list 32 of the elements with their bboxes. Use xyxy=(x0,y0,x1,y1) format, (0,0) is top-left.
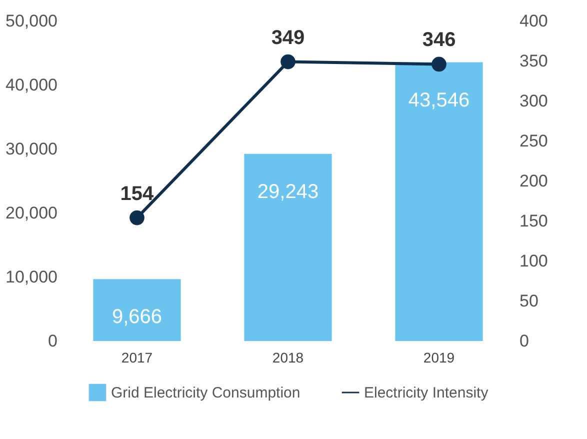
x-tick-label: 2018 xyxy=(272,350,304,366)
point xyxy=(432,56,446,72)
y-tick-label: 50,000 xyxy=(6,12,58,30)
y2-tick-label: 300 xyxy=(520,92,548,110)
data-label: 154 xyxy=(120,182,155,205)
point xyxy=(130,210,144,226)
legend-label: Electricity Intensity xyxy=(364,384,489,402)
y-tick-label: 40,000 xyxy=(6,76,58,94)
data-label: 349 xyxy=(271,26,305,49)
x-tick-label: 2019 xyxy=(423,350,455,366)
y2-tick-label: 150 xyxy=(520,212,548,230)
bar xyxy=(244,154,332,341)
y2-tick-label: 350 xyxy=(520,52,548,70)
y-tick-label: 20,000 xyxy=(6,204,58,222)
y2-tick-label: 0 xyxy=(520,332,529,350)
y2-tick-label: 100 xyxy=(520,252,548,270)
x-tick-label: 2017 xyxy=(121,350,153,366)
bar xyxy=(395,62,483,341)
y2-tick-label: 50 xyxy=(520,292,538,310)
bar xyxy=(93,279,181,341)
y-tick-label: 0 xyxy=(48,332,58,350)
y2-tick-label: 250 xyxy=(520,132,548,150)
data-label: 346 xyxy=(422,29,456,52)
y-tick-label: 10,000 xyxy=(6,268,58,286)
data-label: 43,546 xyxy=(408,89,470,112)
data-label: 9,666 xyxy=(112,306,162,328)
point xyxy=(280,54,296,70)
y-tick-label: 30,000 xyxy=(6,140,58,158)
y2-tick-label: 400 xyxy=(520,12,548,30)
y2-tick-label: 200 xyxy=(520,172,548,190)
data-label: 29,243 xyxy=(257,180,319,203)
legend-label: Grid Electricity Consumption xyxy=(111,384,300,402)
